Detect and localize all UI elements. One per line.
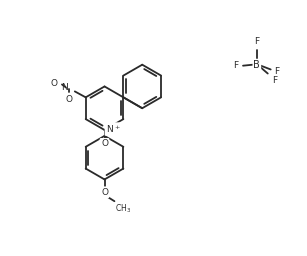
Text: CH$_3$: CH$_3$	[115, 202, 132, 215]
Text: O: O	[51, 79, 58, 88]
Text: O: O	[65, 95, 72, 104]
Text: N$^+$: N$^+$	[106, 123, 120, 135]
Text: N: N	[61, 83, 68, 92]
Text: F: F	[233, 61, 238, 70]
Text: F: F	[274, 67, 279, 76]
Text: B: B	[254, 60, 260, 70]
Text: F: F	[254, 37, 259, 46]
Text: O: O	[101, 188, 108, 197]
Text: F: F	[272, 77, 277, 86]
Text: O: O	[101, 139, 108, 148]
